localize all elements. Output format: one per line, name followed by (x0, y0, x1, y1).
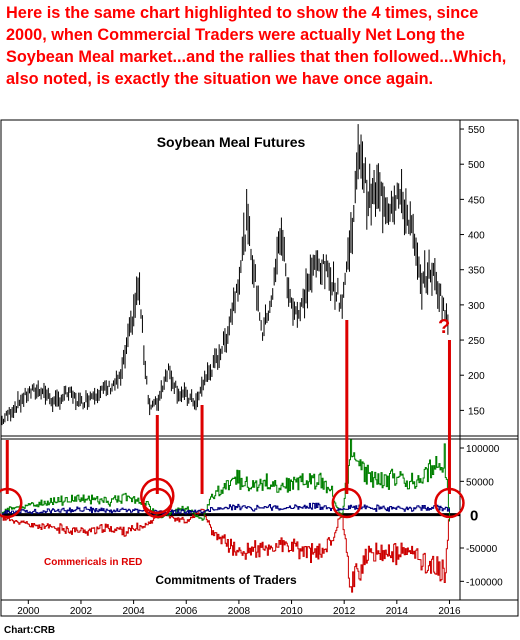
cot-y-tick-label: -50000 (466, 544, 498, 555)
price-y-tick-label: 200 (468, 371, 485, 382)
x-tick-label: 2016 (438, 606, 461, 617)
price-chart-title: Soybean Meal Futures (157, 134, 306, 150)
cot-chart-title: Commitments of Traders (155, 573, 297, 587)
cot-y-tick-label: 50000 (466, 477, 494, 488)
x-tick-label: 2002 (70, 606, 93, 617)
source-label: Chart:CRB (4, 625, 55, 636)
x-tick-label: 2010 (280, 606, 303, 617)
price-y-tick-label: 400 (468, 231, 485, 242)
price-y-tick-label: 250 (468, 336, 485, 347)
commercials-legend-note: Commericals in RED (44, 557, 142, 568)
price-y-tick-label: 350 (468, 266, 485, 277)
price-y-tick-label: 300 (468, 301, 485, 312)
price-y-tick-label: 550 (468, 125, 485, 136)
cot-series-commercials (2, 507, 450, 593)
price-y-tick-label: 150 (468, 406, 485, 417)
cot-y-tick-label: -100000 (466, 577, 503, 588)
x-tick-label: 2000 (17, 606, 40, 617)
zero-label: 0 (470, 508, 478, 525)
x-tick-label: 2012 (333, 606, 356, 617)
cot-y-tick-label: 100000 (466, 444, 500, 455)
x-tick-label: 2006 (175, 606, 198, 617)
caption-text: Here is the same chart highlighted to sh… (6, 4, 507, 88)
plot-frame (0, 119, 519, 617)
highlight-circle (140, 477, 175, 515)
x-tick-label: 2014 (386, 606, 409, 617)
price-y-tick-label: 500 (468, 160, 485, 171)
cot-series-small-specs (2, 502, 450, 515)
x-tick-label: 2008 (228, 606, 251, 617)
x-tick-label: 2004 (122, 606, 145, 617)
highlight-circle (331, 487, 363, 519)
highlight-circle (0, 487, 23, 519)
highlight-circle (434, 487, 465, 519)
cot-series-large-specs (2, 439, 450, 522)
question-annotation: ? (438, 316, 450, 338)
price-y-tick-label: 450 (468, 195, 485, 206)
